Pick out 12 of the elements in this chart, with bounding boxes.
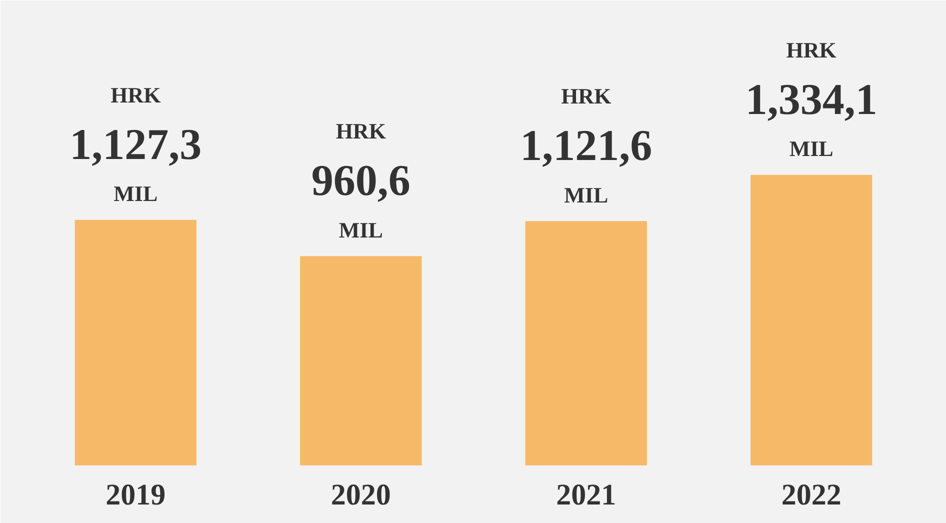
bar [300, 256, 422, 466]
x-tick-label: 2022 [781, 478, 842, 512]
x-tick-label: 2021 [556, 478, 616, 512]
x-tick-label: 2019 [106, 478, 166, 512]
bar [525, 221, 647, 466]
bar [74, 220, 196, 466]
data-label: HRK 960,6 MIL [311, 118, 410, 243]
data-label: HRK 1,334,1 MIL [745, 37, 878, 162]
bar [750, 174, 872, 466]
x-tick-label: 2020 [330, 478, 391, 512]
data-label: HRK 1,121,6 MIL [520, 84, 652, 208]
data-label: HRK 1,127,3 MIL [70, 82, 202, 206]
